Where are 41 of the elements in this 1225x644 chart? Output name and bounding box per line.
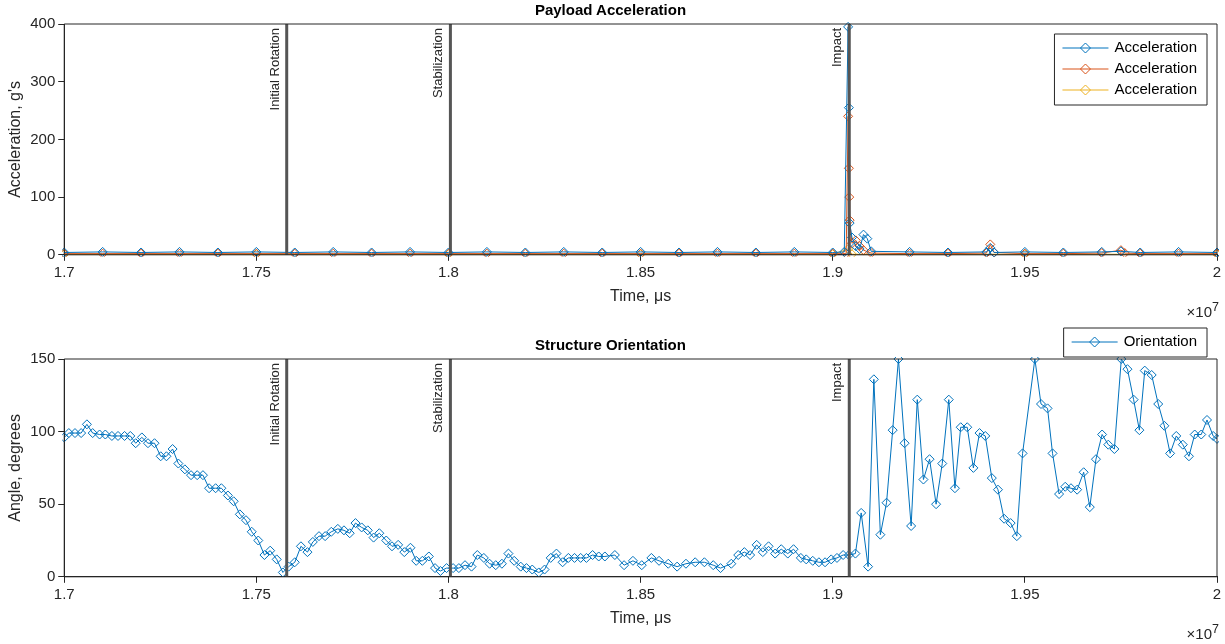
y-tick-label: 100 (30, 187, 56, 205)
y-tick-label: 150 (30, 349, 56, 367)
legend-label: Acceleration (1114, 80, 1197, 98)
ref-line-label: Initial Rotation (266, 363, 282, 446)
x-tick-label: 1.7 (53, 262, 75, 280)
ref-line-label: Stabilization (430, 363, 446, 434)
x-tick-label: 1.75 (241, 262, 271, 280)
x-tick-label: 1.85 (626, 262, 656, 280)
x-tick-label: 1.9 (822, 262, 844, 280)
legend-label: Acceleration (1114, 38, 1197, 56)
y-axis-title: Angle, degrees (6, 414, 24, 522)
x-tick-label: 1.95 (1010, 262, 1040, 280)
x-tick-label: 2 (1212, 262, 1222, 280)
ref-line-label: Stabilization (430, 28, 446, 99)
text: ×10$^{7}$ (1186, 622, 1219, 642)
x-tick-label: 2 (1212, 584, 1222, 602)
ref-line-label: Impact (829, 27, 845, 68)
x-tick-label: 1.7 (53, 584, 75, 602)
x-axis-title: Time, μs (610, 286, 672, 304)
y-tick-label: 0 (46, 244, 56, 262)
y-tick-label: 0 (46, 566, 56, 584)
x-tick-label: 1.9 (822, 584, 844, 602)
x-tick-label: 1.85 (626, 584, 656, 602)
chart-title: Structure Orientation (535, 336, 686, 354)
y-axis-title: Acceleration, g's (6, 80, 24, 198)
ref-line-label: Impact (829, 362, 845, 403)
x-tick-label: 1.8 (438, 584, 459, 602)
y-tick-label: 50 (38, 494, 56, 512)
y-tick-label: 300 (30, 71, 56, 89)
ref-line-label: Initial Rotation (266, 28, 282, 111)
legend-label: Acceleration (1114, 59, 1197, 77)
y-tick-label: 200 (30, 129, 56, 147)
y-tick-label: 400 (30, 14, 56, 32)
x-axis-title: Time, μs (610, 608, 672, 626)
x-tick-label: 1.95 (1010, 584, 1040, 602)
legend-label: Orientation (1123, 332, 1197, 350)
text: ×10$^{7}$ (1186, 300, 1219, 320)
x-tick-label: 1.75 (241, 584, 271, 602)
chart-title: Payload Acceleration (534, 1, 687, 19)
y-tick-label: 100 (30, 421, 56, 439)
x-tick-label: 1.8 (438, 262, 459, 280)
